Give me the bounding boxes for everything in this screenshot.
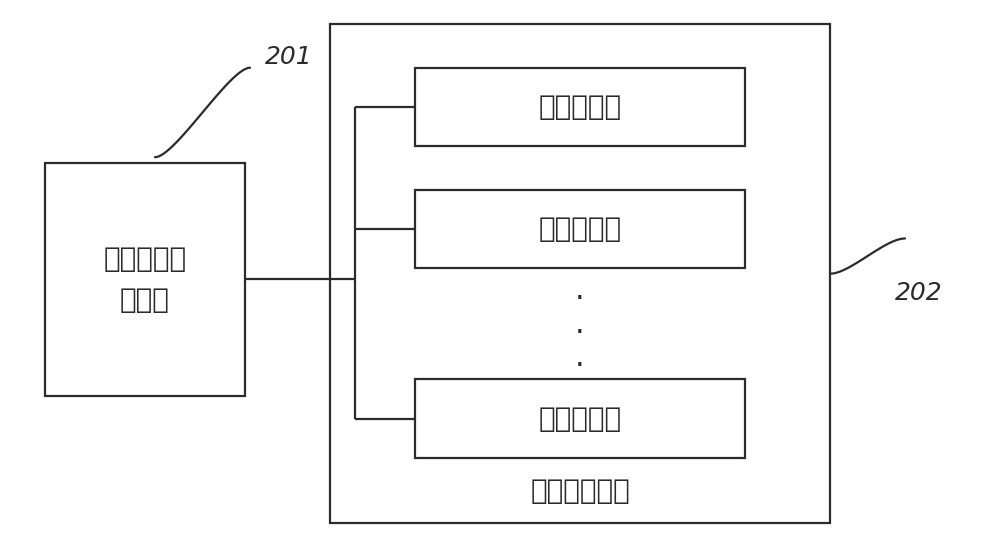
Bar: [415, 68, 745, 146]
Text: ·
·
·: · · ·: [575, 285, 585, 382]
Bar: [415, 190, 745, 268]
Text: 201: 201: [265, 45, 313, 69]
Bar: [45, 163, 245, 396]
Text: 第二泵电容: 第二泵电容: [538, 405, 622, 433]
Text: 第二时钟驱
动电路: 第二时钟驱 动电路: [103, 244, 187, 314]
Text: 第二泵电容: 第二泵电容: [538, 215, 622, 243]
Bar: [330, 24, 830, 523]
Bar: [415, 379, 745, 458]
Text: 第二泵电容: 第二泵电容: [538, 93, 622, 121]
Text: 第二泵电容组: 第二泵电容组: [530, 476, 630, 505]
Text: 202: 202: [895, 281, 943, 305]
